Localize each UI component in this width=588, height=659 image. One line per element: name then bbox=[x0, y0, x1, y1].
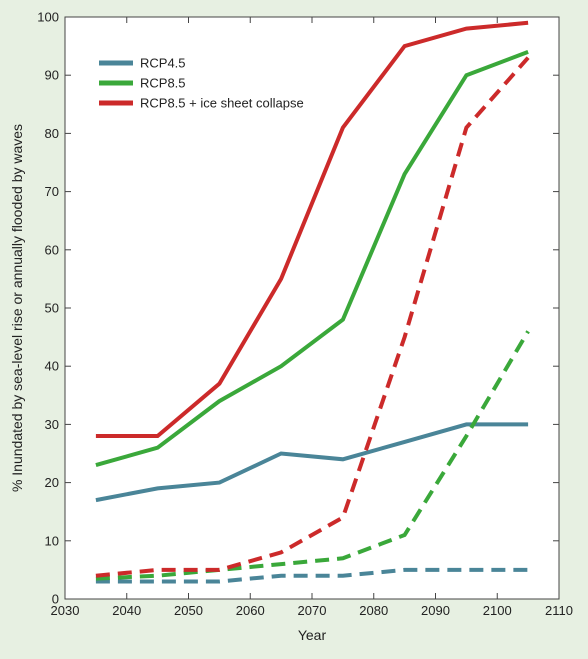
x-tick-label: 2050 bbox=[174, 603, 203, 618]
legend-label: RCP8.5 bbox=[140, 76, 186, 91]
y-tick-label: 50 bbox=[45, 301, 59, 316]
series-line-rcp85_wave bbox=[95, 50, 529, 468]
y-tick-label: 60 bbox=[45, 242, 59, 257]
series-line-rcp45_slr bbox=[95, 567, 529, 584]
y-tick-label: 40 bbox=[45, 359, 59, 374]
y-tick-label: 100 bbox=[37, 10, 59, 25]
y-tick-label: 80 bbox=[45, 126, 59, 141]
y-tick-label: 10 bbox=[45, 533, 59, 548]
y-tick-label: 30 bbox=[45, 417, 59, 432]
x-tick-label: 2090 bbox=[421, 603, 450, 618]
series-line-ice_slr bbox=[95, 56, 530, 578]
series-line-rcp45_wave bbox=[95, 422, 529, 503]
y-tick-label: 0 bbox=[52, 592, 59, 607]
series-lines bbox=[95, 20, 530, 584]
x-tick-label: 2100 bbox=[483, 603, 512, 618]
x-axis-title: Year bbox=[298, 627, 327, 643]
y-tick-label: 90 bbox=[45, 68, 59, 83]
x-tick-label: 2040 bbox=[112, 603, 141, 618]
axis-ticks: 2030 2040 2050 2060 2070 2080 2090 2100 21100102… bbox=[37, 10, 573, 619]
x-tick-label: 2080 bbox=[359, 603, 388, 618]
y-axis-title: % Inundated by sea-level rise or annuall… bbox=[9, 124, 25, 492]
series-line-rcp85_slr bbox=[95, 330, 530, 581]
legend-label: RCP8.5 + ice sheet collapse bbox=[140, 96, 304, 111]
x-tick-label: 2070 bbox=[298, 603, 327, 618]
y-tick-label: 70 bbox=[45, 184, 59, 199]
series-line-ice_wave bbox=[95, 20, 529, 438]
legend: RCP4.5 RCP8.5 RCP8.5 + ice sheet collapse bbox=[99, 56, 304, 111]
y-tick-label: 20 bbox=[45, 475, 59, 490]
x-tick-label: 2110 bbox=[545, 603, 573, 618]
x-tick-label: 2030 bbox=[51, 603, 80, 618]
legend-label: RCP4.5 bbox=[140, 56, 186, 71]
x-tick-label: 2060 bbox=[236, 603, 265, 618]
